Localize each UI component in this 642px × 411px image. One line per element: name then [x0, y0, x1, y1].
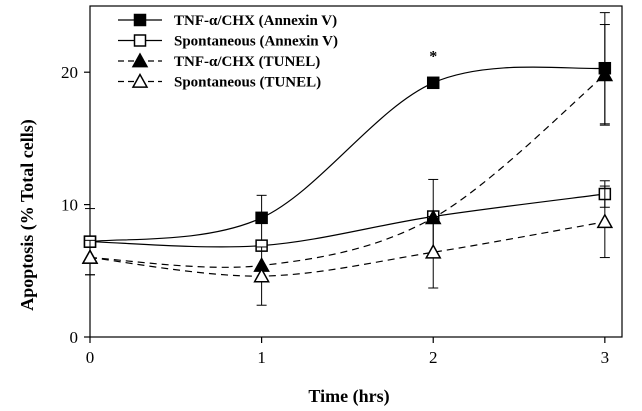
data-point — [253, 267, 270, 283]
legend-marker — [131, 52, 149, 68]
legend-marker — [131, 72, 149, 88]
legend-marker — [133, 34, 147, 47]
significance-annotation: * — [429, 49, 437, 66]
x-tick-label: 1 — [257, 348, 266, 367]
legend-entry-1: TNF-α/CHX (Annexin V) — [118, 13, 337, 29]
legend: TNF-α/CHX (Annexin V) Spontaneous (Annexi… — [118, 13, 338, 91]
plot-frame — [89, 5, 623, 338]
legend-label: Spontaneous (Annexin V) — [174, 34, 338, 50]
legend-entry-4: Spontaneous (TUNEL) — [118, 72, 321, 91]
series-line — [89, 66, 605, 243]
series-group: * — [81, 12, 614, 306]
axes: 0 1 2 3 0 10 20 — [61, 5, 623, 367]
legend-entry-2: Spontaneous (Annexin V) — [118, 34, 338, 50]
series-line — [89, 221, 605, 277]
data-point — [596, 213, 614, 229]
data-point — [255, 211, 268, 225]
x-tick-label: 0 — [86, 348, 95, 367]
y-axis-title: Apoptosis (% Total cells) — [17, 119, 38, 311]
x-tick-label: 2 — [429, 348, 438, 367]
legend-entry-3: TNF-α/CHX (TUNEL) — [118, 52, 320, 70]
legend-marker — [133, 13, 147, 27]
series-4 — [81, 185, 614, 306]
y-tick-label: 10 — [61, 196, 78, 215]
x-tick-label: 3 — [601, 348, 610, 367]
y-tick-label: 20 — [61, 63, 78, 82]
data-point — [596, 66, 614, 82]
legend-label: TNF-α/CHX (TUNEL) — [174, 54, 320, 70]
legend-label: TNF-α/CHX (Annexin V) — [174, 13, 337, 29]
y-tick-label: 0 — [70, 328, 79, 347]
data-point — [426, 76, 440, 90]
legend-label: Spontaneous (TUNEL) — [174, 75, 321, 91]
data-point — [424, 243, 442, 259]
data-point — [81, 249, 99, 264]
series-line — [89, 193, 605, 248]
x-axis-title: Time (hrs) — [308, 386, 389, 407]
series-line — [89, 74, 606, 268]
series-2 — [83, 178, 612, 255]
